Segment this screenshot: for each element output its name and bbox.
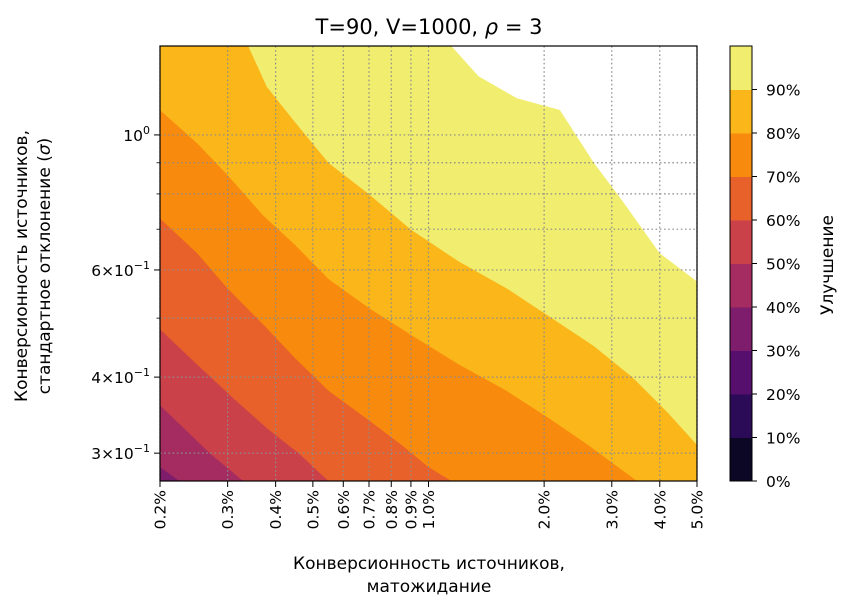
colorbar-label: Улучшение: [818, 215, 838, 315]
colorbar-segment: [730, 89, 752, 134]
chart-title: T=90, V=1000, ρ = 3: [315, 15, 543, 39]
x-tick-label: 0.5%: [304, 490, 322, 529]
x-tick-label: 0.4%: [267, 490, 285, 529]
colorbar-segment: [730, 220, 752, 264]
x-tick-label: 0.8%: [383, 490, 401, 529]
colorbar-tick-label: 0%: [766, 473, 791, 491]
x-tick-label: 0.9%: [402, 490, 420, 529]
x-axis-ticks: 0.2% 0.3% 0.4% 0.5% 0.6% 0.7% 0.8% 0.9% 1.0% 2.0%…: [152, 481, 707, 529]
x-tick-label: 0.2%: [152, 490, 170, 529]
colorbar-segment: [730, 394, 752, 438]
colorbar-segment: [730, 307, 752, 351]
x-tick-label: 0.3%: [219, 490, 237, 529]
x-axis-label-line-1: Конверсионность источников,: [293, 554, 565, 574]
colorbar-segment: [730, 437, 752, 482]
colorbar-tick-label: 50%: [766, 256, 800, 274]
colorbar-tick-label: 10%: [766, 430, 800, 448]
colorbar-segment: [730, 263, 752, 308]
colorbar-tick-label: 30%: [766, 343, 800, 361]
colorbar-tick-label: 70%: [766, 169, 800, 187]
y-axis-label-line-2: стандартное отклонение (σ): [35, 138, 55, 395]
colorbar-segment: [730, 176, 752, 221]
x-tick-label: 3.0%: [603, 490, 621, 529]
colorbar-segment: [730, 133, 752, 177]
contour-bands: [159, 45, 698, 482]
x-axis-label-line-2: матожидание: [367, 577, 492, 597]
colorbar-segment: [730, 350, 752, 395]
x-tick-label: 4.0%: [651, 490, 669, 529]
colorbar-segment: [730, 46, 752, 90]
x-tick-label: 2.0%: [536, 490, 554, 529]
y-axis-ticks: 3×10−1 4×10−1 6×10−1 100: [91, 124, 160, 463]
x-tick-label: 0.7%: [360, 490, 378, 529]
x-tick-label: 5.0%: [689, 490, 707, 529]
y-tick-label: 3×10−1: [91, 442, 150, 463]
y-axis-label-line-1: Конверсионность источников,: [12, 130, 32, 402]
colorbar-tick-label: 90%: [766, 82, 800, 100]
x-tick-label: 1.0%: [420, 490, 438, 529]
plot-area: 0.2% 0.3% 0.4% 0.5% 0.6% 0.7% 0.8% 0.9% 1.0% 2.0%…: [91, 45, 707, 529]
y-tick-label: 4×10−1: [91, 366, 150, 387]
colorbar-tick-label: 40%: [766, 299, 800, 317]
x-tick-label: 0.6%: [335, 490, 353, 529]
y-tick-label: 100: [123, 124, 150, 145]
colorbar-tick-label: 80%: [766, 125, 800, 143]
colorbar-tick-label: 60%: [766, 212, 800, 230]
y-tick-label: 6×10−1: [91, 259, 150, 280]
colorbar-tick-label: 20%: [766, 386, 800, 404]
colorbar: 0% 10% 20% 30% 40% 50% 60% 70% 80% 90%: [729, 45, 800, 491]
